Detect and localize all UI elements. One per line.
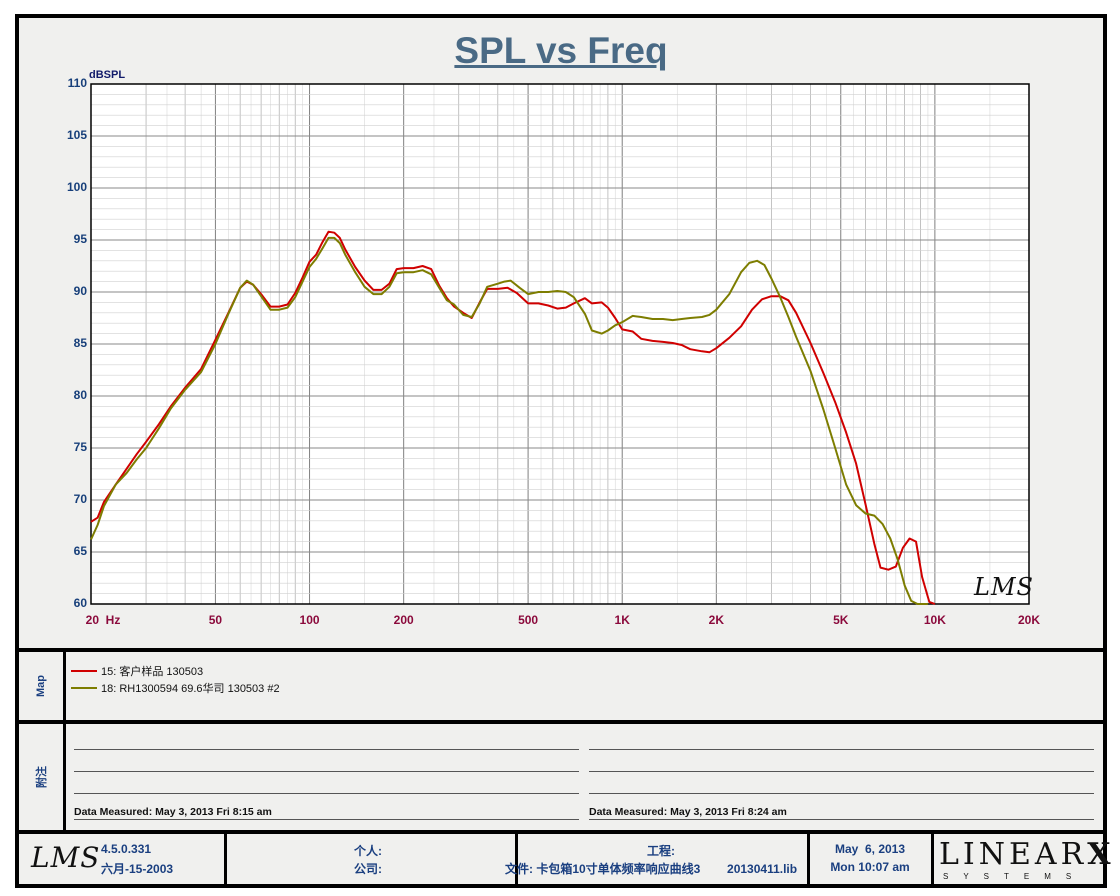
y-tick-label: 90 — [73, 284, 87, 298]
note-line — [589, 793, 1094, 794]
legend-swatch-olive — [71, 687, 97, 689]
note-line — [74, 749, 579, 750]
lms-report-frame: SPL vs Freq dBSPL 110 105 100 95 90 85 80 75 70 6… — [15, 14, 1110, 888]
x-tick-label: 200 — [393, 613, 414, 627]
y-tick-label: 85 — [73, 336, 87, 350]
x-tick-label: 50 — [208, 613, 223, 627]
x-tick-label: 20 Hz — [85, 613, 121, 627]
company-label: 公司: — [354, 862, 382, 876]
linearx-systems-text: SYSTEMS — [943, 872, 1087, 881]
notes-panel-label: 附注 — [19, 724, 66, 830]
legend-text-1: 15: 客户样品 130503 — [101, 666, 204, 678]
note-line — [589, 771, 1094, 772]
note-line — [589, 819, 1094, 820]
legend-text-2: 18: RH1300594 69.6华司 130503 #2 — [101, 683, 280, 695]
y-axis-unit: dBSPL — [89, 69, 126, 81]
legend-item-series-1: 15: 客户样品 130503 — [71, 663, 203, 679]
spl-chart — [90, 83, 1030, 605]
x-tick-label: 5K — [833, 613, 849, 627]
y-tick-label: 95 — [73, 232, 87, 246]
note-line — [74, 793, 579, 794]
project-label: 工程: — [647, 844, 675, 858]
software-version: 4.5.0.331 — [101, 842, 152, 856]
lms-watermark: LMS — [974, 573, 1034, 601]
x-tick-label: 2K — [708, 613, 724, 627]
separator — [19, 720, 1103, 724]
chart-title: SPL vs Freq — [454, 30, 668, 71]
footer-divider — [515, 834, 518, 884]
data-measured-left: Data Measured: May 3, 2013 Fri 8:15 am — [74, 806, 272, 818]
y-tick-label: 60 — [73, 596, 87, 610]
footer-divider — [931, 834, 934, 884]
x-tick-label: 20K — [1017, 613, 1040, 627]
y-tick-label: 70 — [73, 492, 87, 506]
y-tick-label: 105 — [66, 128, 87, 142]
person-label: 个人: — [354, 844, 382, 858]
linearx-logo-text: LINEAR — [939, 837, 1088, 872]
map-label-text: Map — [35, 675, 47, 697]
legend-item-series-2: 18: RH1300594 69.6华司 130503 #2 — [71, 680, 280, 696]
x-tick-label: 100 — [299, 613, 320, 627]
y-tick-label: 80 — [73, 388, 87, 402]
legend-swatch-red — [71, 670, 97, 672]
file-name: 文件: 卡包箱10寸单体频率响应曲线3 20130411.lib — [505, 862, 798, 876]
series-line-2 — [90, 236, 928, 605]
y-tick-label: 75 — [73, 440, 87, 454]
x-tick-label: 500 — [518, 613, 539, 627]
x-tick-label: 1K — [614, 613, 630, 627]
plot-border — [90, 83, 1030, 605]
linearx-logo: LINEARX — [939, 837, 1114, 872]
y-tick-label: 100 — [66, 180, 87, 194]
footer-divider — [224, 834, 227, 884]
x-tick-label: 10K — [923, 613, 946, 627]
note-line — [589, 749, 1094, 750]
note-line — [74, 819, 579, 820]
y-tick-label: 65 — [73, 544, 87, 558]
linearx-logo-x: X — [1087, 837, 1115, 872]
report-date: May 6, 2013 — [834, 842, 906, 856]
note-line — [74, 771, 579, 772]
software-version-date: 六月-15-2003 — [101, 862, 174, 876]
notes-label-text: 附注 — [36, 766, 48, 788]
footer-divider — [807, 834, 810, 884]
separator — [19, 830, 1103, 834]
report-time: Mon 10:07 am — [830, 860, 910, 874]
lms-logo: LMS — [31, 841, 101, 874]
map-panel-label: Map — [19, 652, 66, 720]
separator — [19, 648, 1103, 652]
data-measured-right: Data Measured: May 3, 2013 Fri 8:24 am — [589, 806, 787, 818]
y-tick-label: 110 — [67, 76, 87, 90]
